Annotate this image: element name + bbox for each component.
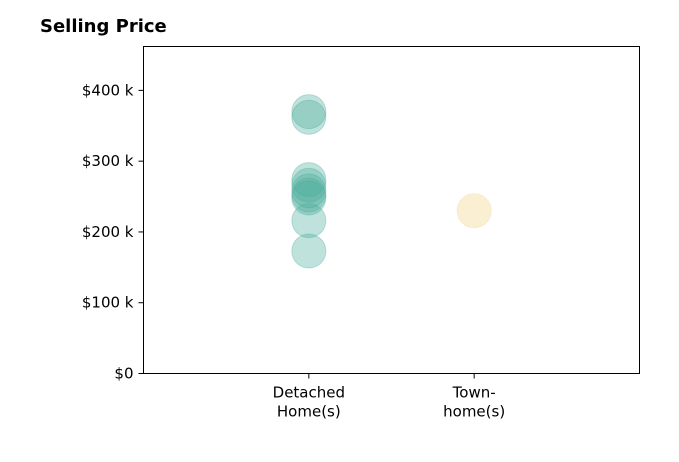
y-tick-label: $300 k [82,152,134,170]
data-point [291,233,327,269]
chart-title: Selling Price [40,16,167,37]
plot-frame [143,46,640,374]
y-axis: $0 $100 k $200 k $300 k $400 k [82,81,144,383]
y-tick-label: $400 k [82,81,134,99]
x-tick-label: Town- [452,384,496,402]
y-tick-label: $0 [114,365,133,383]
y-tick-label: $200 k [82,223,134,241]
x-tick-label: home(s) [443,403,505,421]
data-point [291,177,327,213]
data-point [291,203,327,239]
data-point [291,94,327,130]
data-points [291,94,492,269]
x-tick-label: Detached [273,384,345,402]
y-tick-label: $100 k [82,294,134,312]
x-tick-label: Home(s) [277,403,341,421]
data-point [291,167,327,203]
data-point [291,162,327,198]
data-point [291,99,327,135]
data-point [291,173,327,209]
data-point [291,180,327,216]
data-point [456,193,492,229]
